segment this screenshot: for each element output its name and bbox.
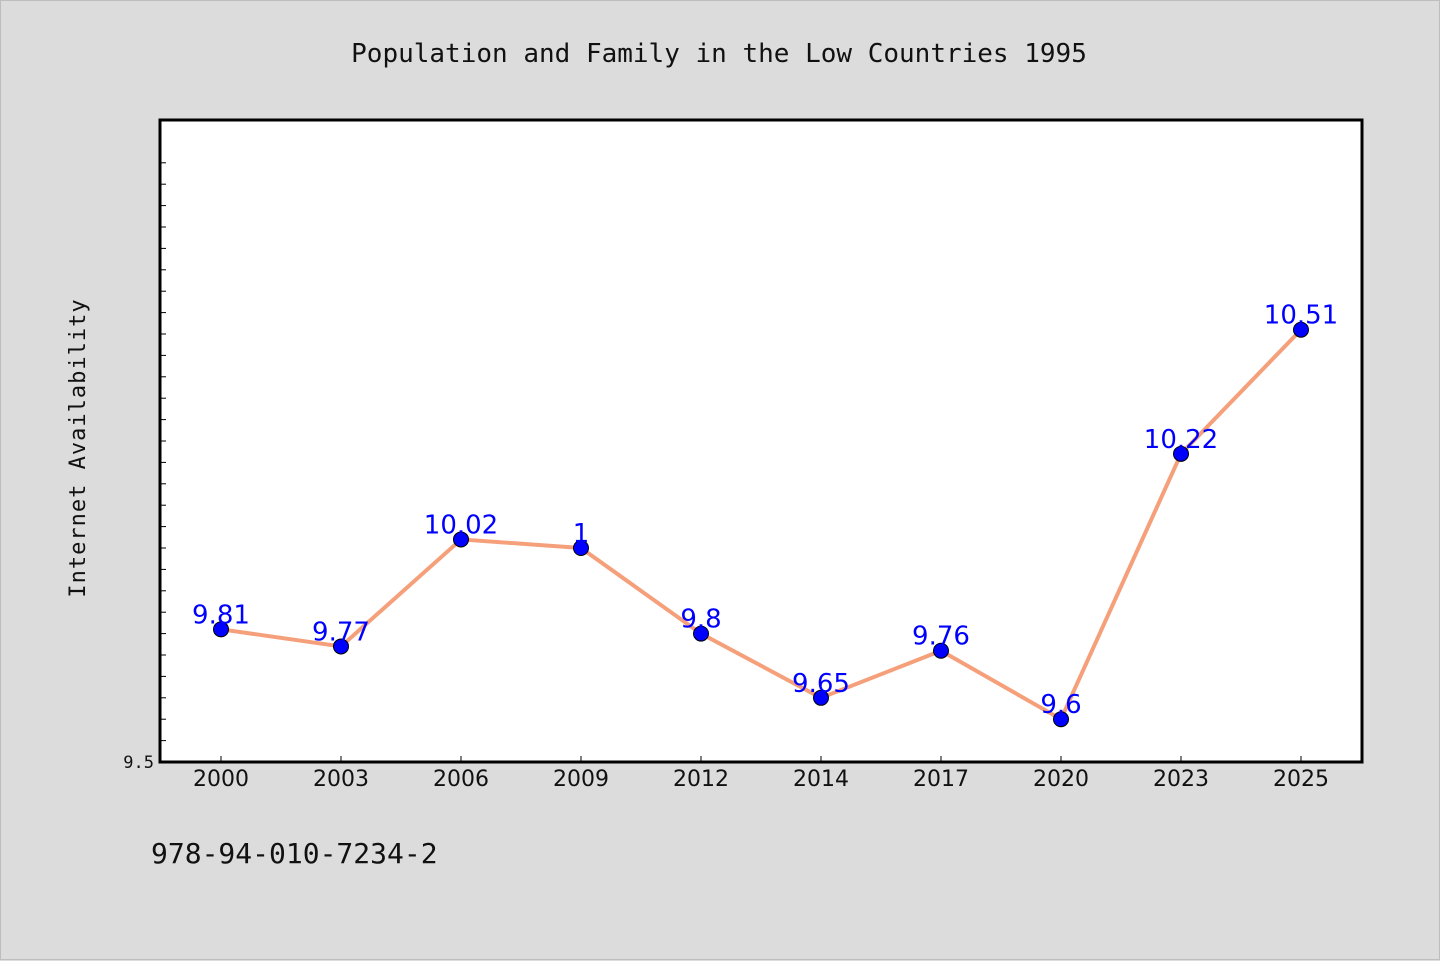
x-tick-label: 2000 [193, 767, 249, 792]
data-label: 9.81 [192, 600, 250, 630]
y-tick-label: 9.5 [123, 753, 154, 773]
data-label: 9.77 [312, 617, 370, 647]
data-point [453, 531, 469, 548]
data-label: 9.76 [912, 622, 970, 652]
series-line [220, 328, 1303, 722]
data-label: 9.6 [1040, 690, 1081, 720]
x-tick-label: 2009 [553, 767, 609, 792]
x-tick-label: 2017 [913, 767, 969, 792]
data-label: 10.02 [424, 510, 498, 540]
x-axis-ticks: 2000 2003 2006 2009 2012 2014 2017 2020 2023 2025 [193, 756, 1329, 792]
data-label: 9.65 [792, 669, 850, 699]
y-axis-ticks: 9.5 [123, 162, 166, 773]
data-point [1173, 445, 1189, 462]
data-label: 10.51 [1264, 301, 1338, 331]
plot-area [158, 118, 1364, 764]
data-point [1293, 321, 1309, 338]
data-point [573, 540, 589, 556]
data-point [1053, 711, 1069, 728]
x-tick-label: 2025 [1273, 767, 1329, 792]
data-point [933, 642, 949, 659]
series-layer: 9.81 9.77 10.02 1 9.8 9.65 9.76 9.6 10.22 10.51 [192, 301, 1338, 728]
data-point [213, 621, 229, 638]
chart-title: Population and Family in the Low Countri… [351, 39, 1087, 69]
x-tick-label: 2014 [793, 767, 849, 792]
x-tick-label: 2023 [1153, 767, 1209, 792]
data-point [693, 625, 709, 642]
data-point [333, 638, 349, 655]
x-tick-label: 2012 [673, 767, 729, 792]
y-axis-label: Internet Availability [66, 298, 91, 597]
data-point [813, 689, 829, 706]
isbn-footnote: 978-94-010-7234-2 [151, 837, 438, 870]
data-label: 1 [573, 519, 590, 549]
x-tick-label: 2020 [1033, 767, 1089, 792]
x-tick-label: 2003 [313, 767, 369, 792]
x-tick-label: 2006 [433, 767, 489, 792]
data-label: 9.8 [680, 605, 721, 635]
data-label: 10.22 [1144, 425, 1218, 455]
